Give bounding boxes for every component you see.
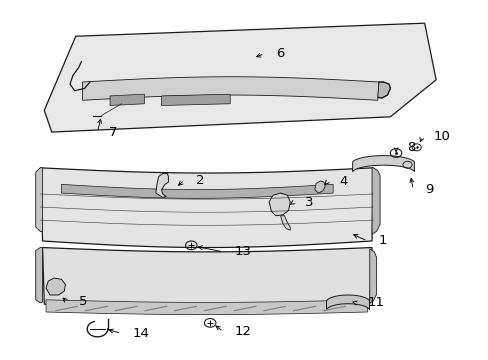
Polygon shape (46, 278, 65, 295)
Text: 14: 14 (133, 327, 149, 340)
Polygon shape (314, 181, 325, 193)
Text: 8: 8 (407, 141, 415, 154)
Text: 6: 6 (275, 47, 284, 60)
Polygon shape (44, 23, 435, 132)
Polygon shape (61, 184, 332, 198)
Polygon shape (40, 168, 372, 248)
Polygon shape (352, 156, 413, 171)
Polygon shape (369, 249, 376, 303)
Text: 7: 7 (109, 126, 117, 139)
Polygon shape (36, 168, 42, 231)
Text: 2: 2 (196, 174, 204, 186)
Polygon shape (377, 82, 389, 98)
Polygon shape (42, 248, 371, 308)
Text: 11: 11 (367, 296, 384, 309)
Polygon shape (326, 295, 369, 310)
Text: 3: 3 (304, 196, 312, 209)
Text: 9: 9 (424, 183, 432, 196)
Polygon shape (110, 94, 144, 105)
Text: 12: 12 (234, 325, 251, 338)
Polygon shape (36, 248, 42, 303)
Polygon shape (280, 216, 290, 230)
Text: 5: 5 (79, 296, 87, 309)
Polygon shape (161, 94, 230, 105)
Text: 1: 1 (378, 234, 386, 247)
Text: 10: 10 (433, 130, 450, 143)
Polygon shape (371, 168, 379, 234)
Polygon shape (156, 174, 168, 197)
Polygon shape (46, 300, 367, 315)
Polygon shape (82, 77, 378, 100)
Polygon shape (268, 193, 290, 216)
Text: 4: 4 (338, 175, 346, 188)
Text: 13: 13 (234, 246, 251, 258)
